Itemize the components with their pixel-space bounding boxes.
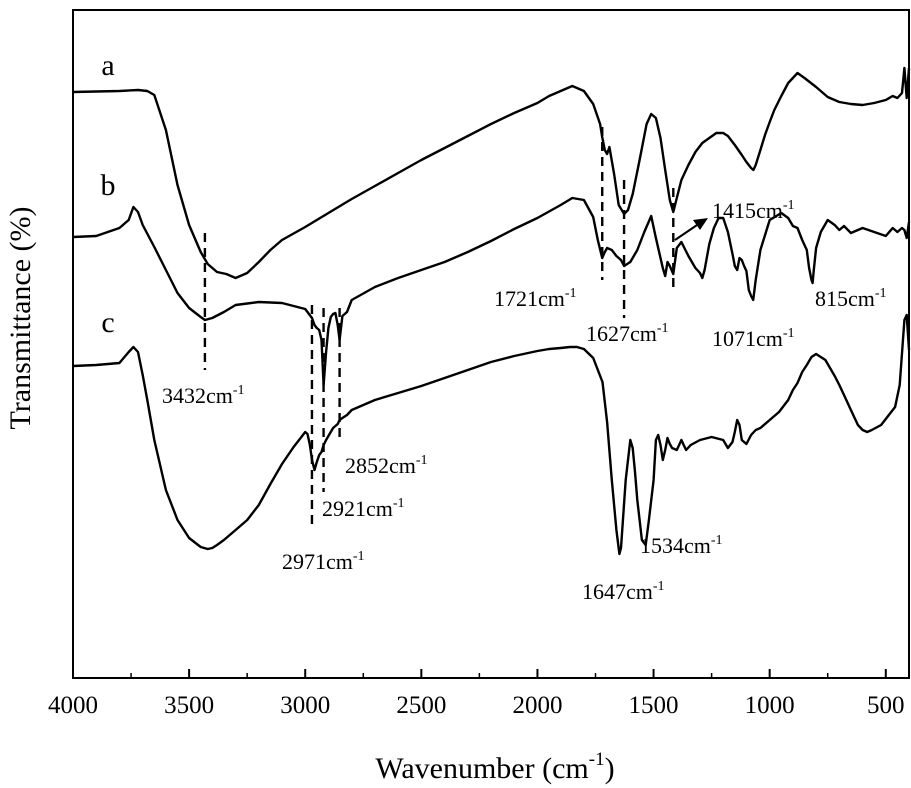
annotation-1627: 1627cm-1 bbox=[586, 321, 669, 346]
annotation-arrow-head bbox=[693, 218, 708, 230]
annotation-1647: 1647cm-1 bbox=[582, 579, 665, 604]
x-tick-label-3000: 3000 bbox=[280, 692, 330, 719]
series-label-a: a bbox=[101, 49, 114, 82]
series-label-b: b bbox=[101, 169, 116, 202]
series-line-b bbox=[73, 198, 909, 385]
annotation-2921: 2921cm-1 bbox=[322, 496, 405, 521]
x-tick-label-2500: 2500 bbox=[396, 692, 446, 719]
x-axis-title-sup: -1 bbox=[589, 749, 605, 770]
series-line-c bbox=[73, 315, 909, 554]
x-tick-label-4000: 4000 bbox=[48, 692, 98, 719]
annotation-2971: 2971cm-1 bbox=[282, 549, 365, 574]
x-axis-title-main: Wavenumber (cm bbox=[375, 752, 588, 785]
series-line-a bbox=[73, 68, 909, 278]
annotation-1071: 1071cm-1 bbox=[712, 326, 795, 351]
annotation-2852: 2852cm-1 bbox=[345, 453, 428, 478]
series-layer bbox=[73, 68, 909, 554]
x-tick-label-2000: 2000 bbox=[512, 692, 562, 719]
x-axis-title: Wavenumber (cm-1) bbox=[375, 749, 614, 785]
annotation-815: 815cm-1 bbox=[815, 286, 887, 311]
x-tick-label-1500: 1500 bbox=[629, 692, 679, 719]
x-axis-title-tail: ) bbox=[605, 752, 615, 785]
y-axis-title: Transmittance (%) bbox=[4, 206, 37, 429]
annotation-1415: 1415cm-1 bbox=[712, 198, 795, 223]
plot-frame bbox=[73, 10, 909, 678]
plot-border bbox=[73, 10, 909, 678]
x-tick-layer: 4000 3500 3000 2500 2000 1500 1000 500 bbox=[48, 669, 905, 719]
series-label-c: c bbox=[101, 306, 114, 339]
annotation-layer: 3432cm-1 2971cm-1 2921cm-1 2852cm-1 1721cm-1… bbox=[162, 198, 887, 604]
x-tick-label-3500: 3500 bbox=[164, 692, 214, 719]
x-tick-label-500: 500 bbox=[867, 692, 905, 719]
annotation-1534: 1534cm-1 bbox=[640, 533, 723, 558]
annotation-arrow-line bbox=[675, 223, 700, 240]
annotation-3432: 3432cm-1 bbox=[162, 383, 245, 408]
annotation-1721: 1721cm-1 bbox=[494, 286, 577, 311]
x-tick-label-1000: 1000 bbox=[745, 692, 795, 719]
